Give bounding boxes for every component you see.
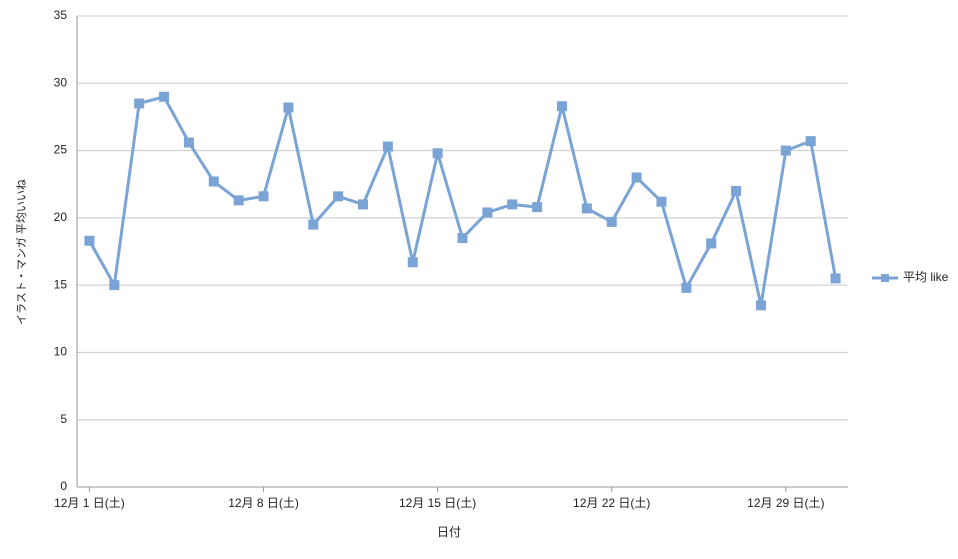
marker — [482, 207, 493, 218]
marker — [457, 233, 468, 244]
marker — [109, 280, 120, 291]
legend-label: 平均 like — [903, 270, 949, 284]
y-axis-label: イラスト・マンガ 平均いいね — [15, 179, 28, 325]
y-tick-label: 0 — [60, 479, 67, 493]
marker — [805, 136, 816, 147]
marker — [830, 273, 841, 284]
x-tick-label: 12月 1 日(土) — [54, 496, 125, 510]
marker — [134, 98, 145, 109]
marker — [780, 145, 791, 156]
marker — [159, 91, 170, 102]
marker — [755, 300, 766, 311]
series-line — [88, 94, 838, 306]
marker — [581, 203, 592, 214]
y-tick-label: 35 — [54, 8, 68, 22]
marker — [606, 216, 617, 227]
marker — [308, 219, 319, 230]
marker — [532, 202, 543, 213]
y-tick-label: 30 — [54, 75, 68, 89]
marker — [556, 101, 567, 112]
marker — [681, 282, 692, 293]
x-axis-label: 日付 — [437, 525, 461, 539]
marker — [333, 191, 344, 202]
x-tick-label: 12月 8 日(土) — [228, 496, 299, 510]
marker — [706, 238, 717, 249]
y-tick-label: 15 — [54, 277, 68, 291]
y-tick-label: 20 — [54, 210, 68, 224]
marker — [731, 185, 742, 196]
x-tick-label: 12月 29 日(土) — [747, 496, 824, 510]
marker — [631, 172, 642, 183]
marker — [258, 191, 269, 202]
marker — [382, 141, 393, 152]
marker — [358, 199, 369, 210]
marker — [656, 196, 667, 207]
marker — [283, 102, 294, 113]
marker — [407, 257, 418, 268]
marker — [432, 148, 443, 159]
marker — [183, 137, 194, 148]
legend-marker — [881, 274, 889, 282]
marker — [233, 195, 244, 206]
y-tick-label: 25 — [54, 143, 68, 157]
marker — [84, 235, 95, 246]
y-tick-label: 5 — [60, 412, 67, 426]
x-tick-label: 12月 22 日(土) — [573, 496, 650, 510]
marker — [507, 199, 518, 210]
marker — [208, 176, 219, 187]
y-tick-label: 10 — [54, 345, 68, 359]
x-tick-label: 12月 15 日(土) — [399, 496, 476, 510]
